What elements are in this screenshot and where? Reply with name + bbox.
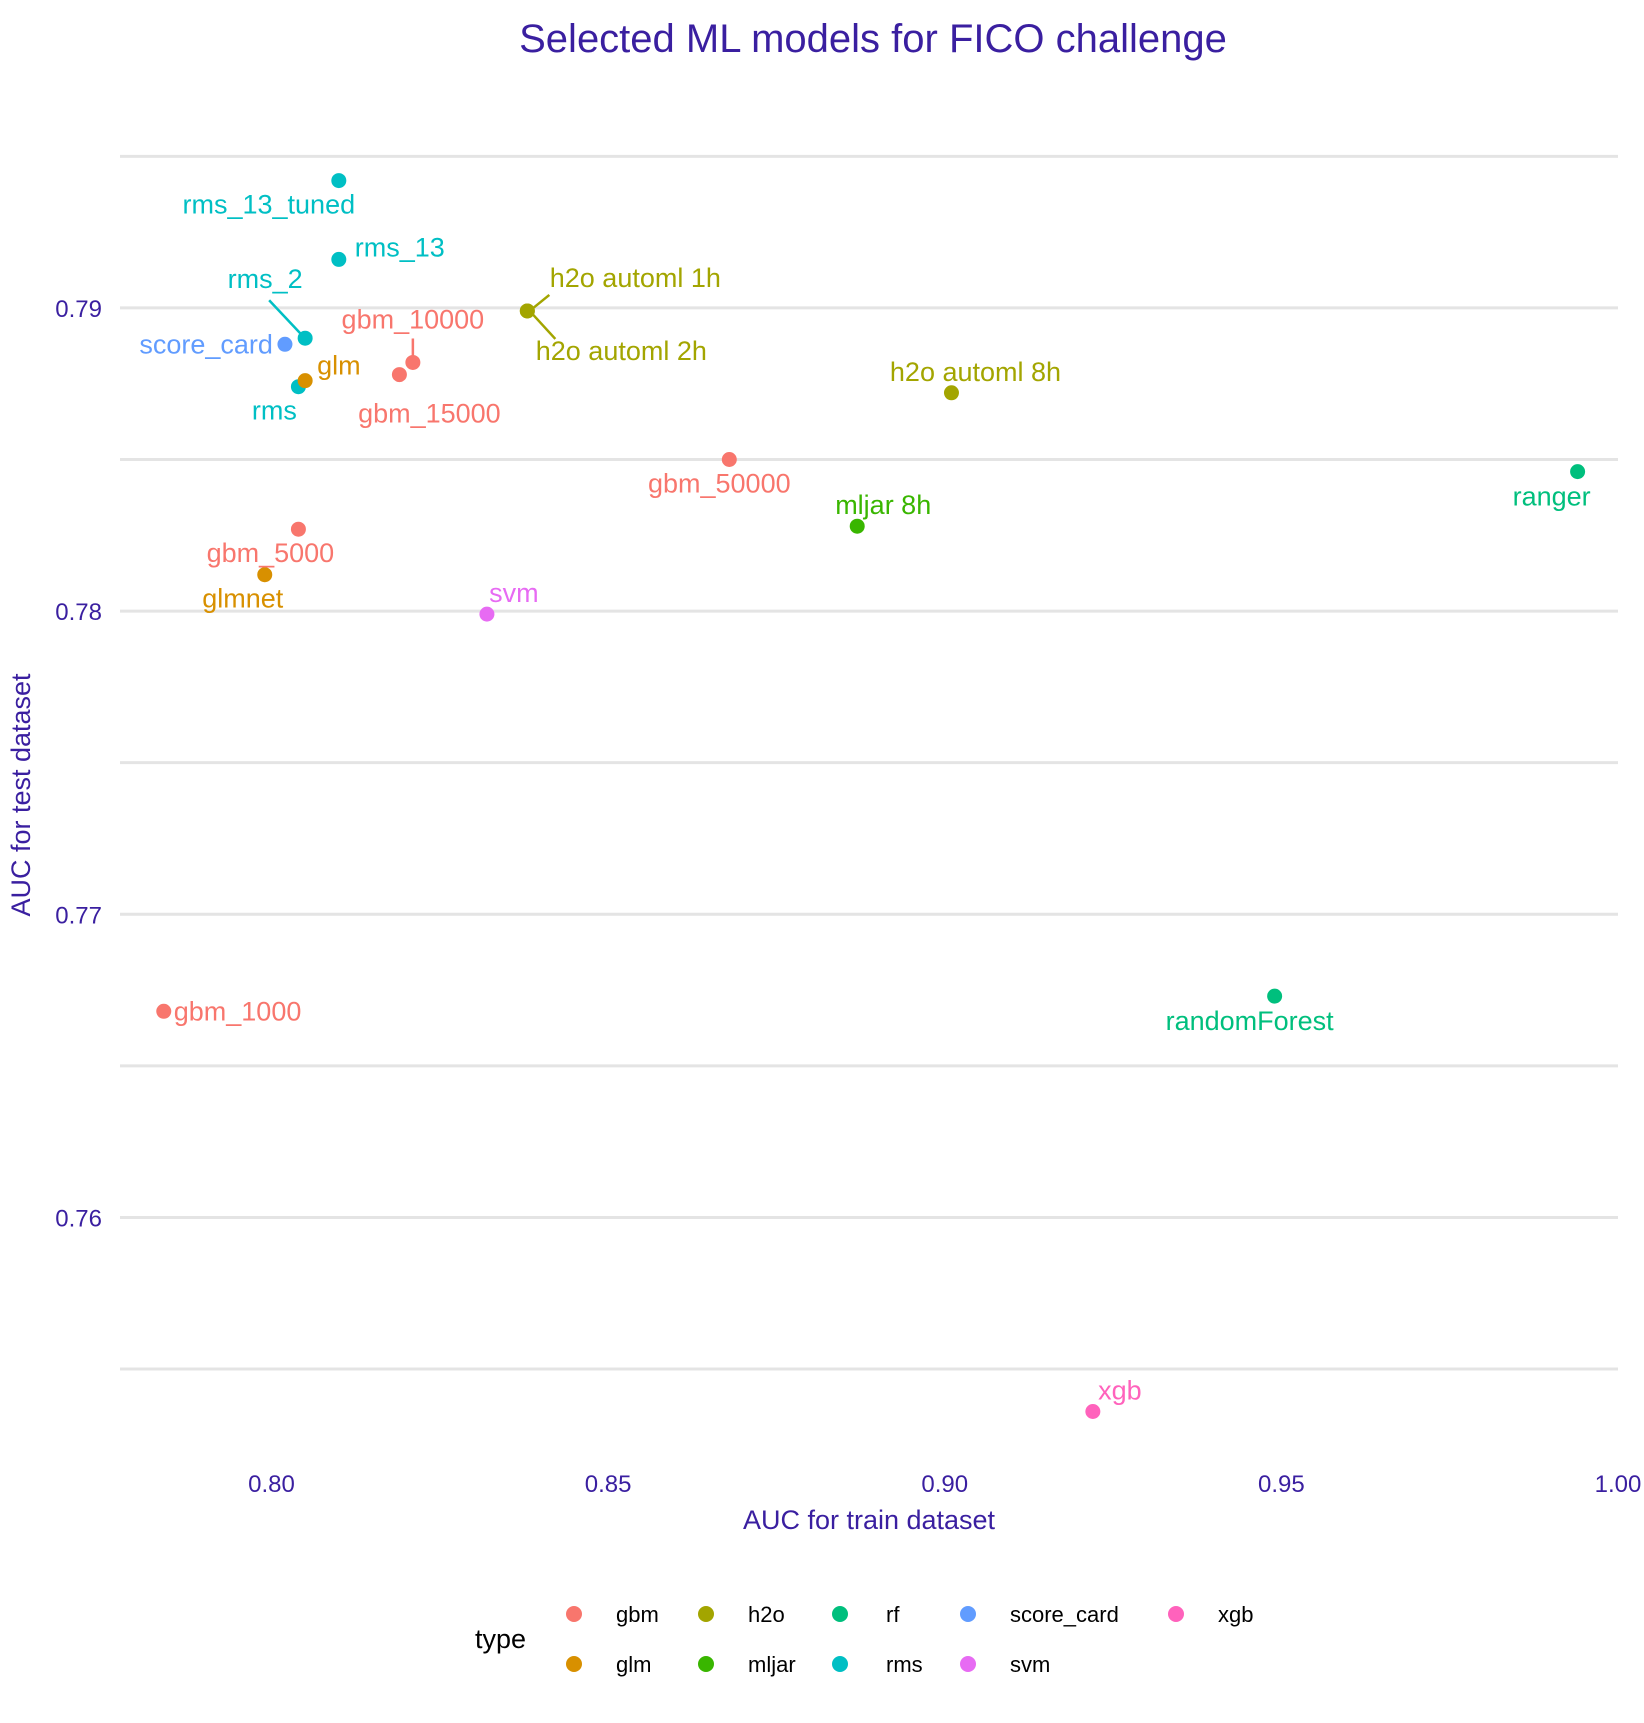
- legend-label: score_card: [1010, 1602, 1119, 1627]
- legend-key-h2o: [698, 1606, 714, 1622]
- legend-label: glm: [616, 1652, 651, 1677]
- legend-label: rf: [886, 1602, 900, 1627]
- data-point: [1085, 1403, 1101, 1419]
- legend-label: xgb: [1218, 1602, 1253, 1627]
- point-label: glm: [317, 351, 361, 381]
- x-tick-label: 0.80: [248, 1471, 295, 1498]
- data-point: [257, 567, 273, 583]
- leader-line: [532, 293, 551, 309]
- y-tick-label: 0.77: [55, 902, 102, 929]
- legend-label: gbm: [616, 1602, 659, 1627]
- legend-key-rms: [832, 1656, 848, 1672]
- data-point: [277, 336, 293, 352]
- data-point: [391, 367, 407, 383]
- legend-label: svm: [1010, 1652, 1050, 1677]
- tick-labels: 0.76 0.77 0.78 0.79 0.80 0.85 0.90 0.95 1.00: [55, 296, 1641, 1498]
- point-label: score_card: [139, 329, 273, 359]
- x-tick-label: 0.85: [585, 1471, 632, 1498]
- data-point: [943, 385, 959, 401]
- x-tick-label: 0.95: [1258, 1471, 1305, 1498]
- point-label: gbm_1000: [174, 996, 302, 1026]
- legend-key-gbm: [566, 1606, 582, 1622]
- point-label: gbm_5000: [207, 538, 335, 568]
- data-point: [156, 1003, 172, 1019]
- data-point: [1267, 988, 1283, 1004]
- data-point: [849, 518, 865, 534]
- point-label: rms: [252, 396, 297, 426]
- point-label: randomForest: [1166, 1006, 1335, 1036]
- data-point: [297, 330, 313, 346]
- point-label: h2o automl 2h: [536, 336, 707, 366]
- x-tick-label: 0.90: [921, 1471, 968, 1498]
- legend-label: rms: [886, 1652, 923, 1677]
- point-label: h2o automl 8h: [890, 357, 1061, 387]
- data-point: [1570, 464, 1586, 480]
- legend-key-rf: [832, 1606, 848, 1622]
- point-label: gbm_15000: [358, 399, 501, 429]
- leader-line: [268, 299, 303, 336]
- point-label: glmnet: [202, 584, 284, 614]
- data-point: [290, 521, 306, 537]
- legend-key-score_card: [960, 1606, 976, 1622]
- legend-label: mljar: [748, 1652, 796, 1677]
- y-tick-label: 0.76: [55, 1205, 102, 1232]
- legend-key-mljar: [698, 1656, 714, 1672]
- point-label: rms_13_tuned: [182, 190, 355, 220]
- x-tick-label: 1.00: [1595, 1471, 1642, 1498]
- point-label: rms_2: [228, 264, 303, 294]
- point-label: ranger: [1513, 482, 1591, 512]
- grid-lines: [120, 154, 1618, 1371]
- data-points: [156, 173, 1586, 1419]
- x-axis-title: AUC for train dataset: [743, 1505, 996, 1535]
- legend-label: h2o: [748, 1602, 785, 1627]
- data-point: [519, 303, 535, 319]
- data-point: [331, 251, 347, 267]
- point-label: xgb: [1098, 1375, 1142, 1405]
- point-label: rms_13: [355, 232, 445, 262]
- chart-title: Selected ML models for FICO challenge: [519, 17, 1227, 61]
- legend-title: type: [475, 1624, 526, 1654]
- data-point: [297, 373, 313, 389]
- point-label: svm: [489, 578, 539, 608]
- point-label: gbm_50000: [648, 469, 791, 499]
- point-label: h2o automl 1h: [550, 263, 721, 293]
- data-point: [405, 354, 421, 370]
- y-axis-title: AUC for test dataset: [6, 673, 36, 917]
- legend-key-glm: [566, 1656, 582, 1672]
- data-point: [479, 606, 495, 622]
- data-point: [721, 452, 737, 467]
- legend-key-xgb: [1168, 1606, 1184, 1622]
- y-tick-label: 0.78: [55, 599, 102, 626]
- data-point: [331, 173, 347, 189]
- label-leader-lines: [268, 293, 557, 359]
- point-label: gbm_10000: [342, 304, 485, 334]
- point-label: mljar 8h: [835, 490, 931, 520]
- legend-key-svm: [960, 1656, 976, 1672]
- leader-line: [532, 314, 557, 340]
- y-tick-label: 0.79: [55, 296, 102, 323]
